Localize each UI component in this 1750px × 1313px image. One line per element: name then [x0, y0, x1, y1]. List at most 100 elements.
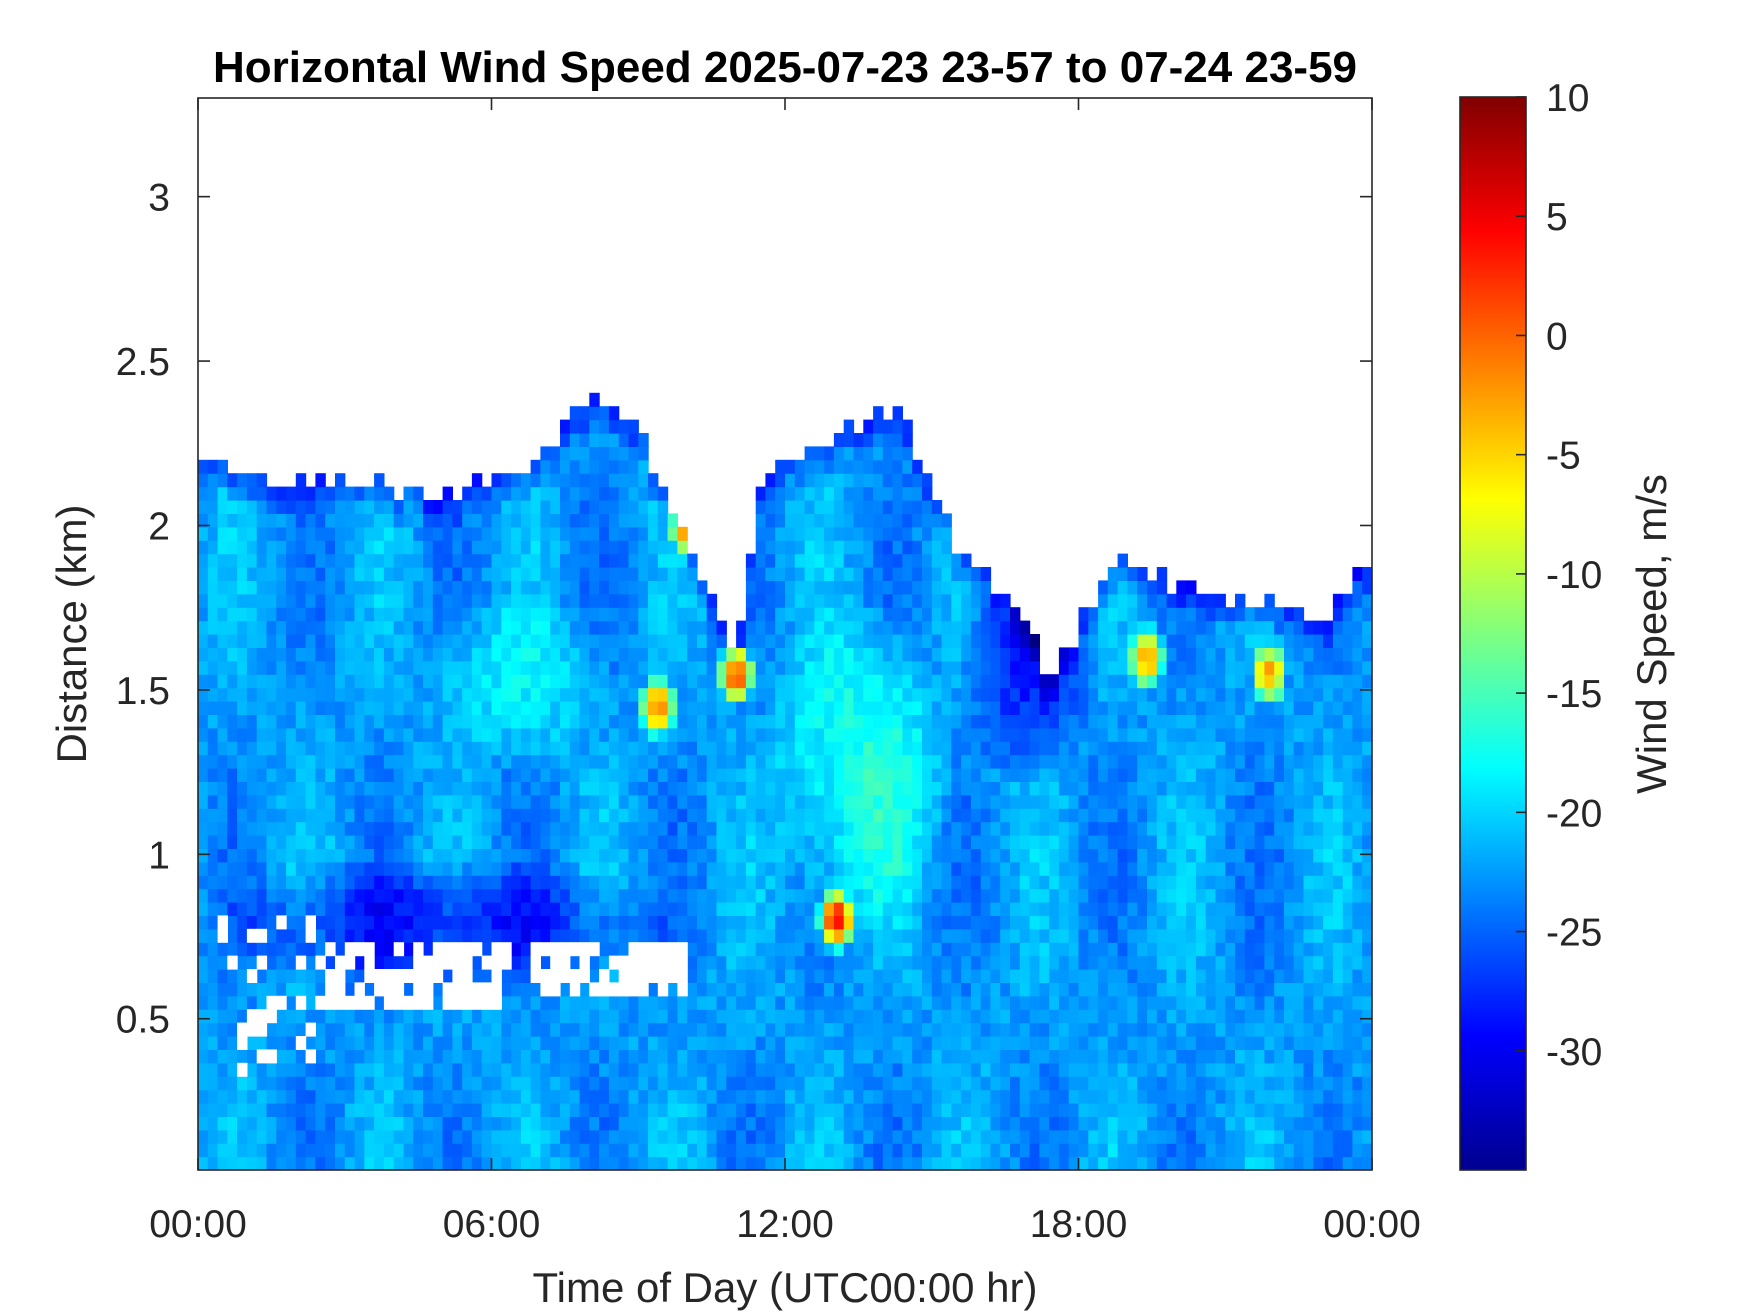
- heat-cell: [677, 861, 688, 876]
- heat-cell: [344, 1022, 356, 1037]
- heat-cell: [286, 1103, 297, 1117]
- heat-cell: [608, 714, 620, 729]
- heat-cell: [295, 888, 307, 903]
- heat-cell: [1195, 781, 1207, 796]
- heat-cell: [882, 1062, 894, 1077]
- heat-cell: [931, 821, 943, 836]
- heat-cell: [824, 567, 835, 581]
- heat-cell: [276, 1103, 287, 1117]
- heat-cell: [276, 835, 287, 849]
- heat-cell: [961, 607, 972, 622]
- heat-cell: [374, 526, 385, 541]
- heat-cell: [814, 634, 825, 648]
- heat-cell: [403, 634, 414, 648]
- heat-cell: [794, 969, 806, 983]
- heat-cell: [980, 982, 992, 997]
- heat-cell: [403, 1156, 414, 1170]
- heat-cell: [1049, 808, 1060, 823]
- heat-cell: [706, 928, 718, 943]
- heat-cell: [344, 1103, 356, 1117]
- heat-cell: [1166, 848, 1177, 863]
- heat-cell: [511, 942, 522, 957]
- heat-cell: [892, 969, 903, 983]
- heat-cell: [873, 794, 884, 809]
- heat-cell: [1176, 754, 1187, 769]
- heat-cell: [1205, 1116, 1217, 1131]
- heat-cell: [325, 915, 336, 930]
- heat-cell: [295, 754, 307, 769]
- heat-cell: [951, 687, 962, 702]
- heat-cell: [471, 607, 483, 622]
- heat-cell: [1147, 727, 1158, 742]
- heat-cell: [941, 1009, 952, 1024]
- heat-cell: [902, 741, 913, 756]
- heat-cell: [383, 955, 395, 970]
- heat-cell: [237, 995, 248, 1010]
- heat-cell: [833, 969, 845, 983]
- heat-cell: [1176, 915, 1187, 930]
- heat-cell: [902, 473, 913, 488]
- heat-cell: [520, 634, 532, 648]
- heat-cell: [618, 1103, 630, 1117]
- heat-cell: [1010, 768, 1021, 782]
- heat-cell: [1186, 915, 1197, 930]
- heat-cell: [1107, 1036, 1119, 1050]
- heat-cell: [442, 1143, 453, 1158]
- heat-cell: [393, 861, 405, 876]
- heat-cell: [452, 1103, 463, 1117]
- heat-cell: [765, 875, 776, 890]
- heat-cell: [882, 419, 894, 434]
- heat-cell: [687, 928, 698, 943]
- heat-cell: [256, 1129, 268, 1144]
- heat-cell: [648, 754, 659, 769]
- heat-cell: [931, 1103, 943, 1117]
- heat-cell: [648, 674, 659, 689]
- heat-cell: [520, 861, 532, 876]
- heat-cell: [589, 902, 600, 916]
- heat-cell: [912, 580, 923, 595]
- heat-cell: [716, 995, 727, 1010]
- heat-cell: [540, 861, 551, 876]
- heat-cell: [970, 687, 982, 702]
- heat-cell: [824, 995, 835, 1010]
- heat-cell: [687, 634, 698, 648]
- heat-cell: [266, 1116, 277, 1131]
- heat-cell: [227, 714, 238, 729]
- heat-cell: [266, 567, 277, 581]
- heat-cell: [295, 1156, 307, 1170]
- heat-cell: [198, 1009, 209, 1024]
- heat-cell: [961, 567, 972, 581]
- heat-cell: [608, 1062, 620, 1077]
- heat-cell: [432, 848, 444, 863]
- heat-cell: [207, 768, 219, 782]
- heat-cell: [961, 1062, 972, 1077]
- heat-cell: [912, 888, 923, 903]
- heat-cell: [775, 620, 786, 635]
- heat-cell: [491, 1062, 502, 1077]
- heat-cell: [853, 1022, 864, 1037]
- heat-cell: [579, 1089, 590, 1104]
- heat-cell: [471, 1062, 483, 1077]
- heat-cell: [354, 647, 365, 662]
- heat-cell: [501, 553, 512, 568]
- heat-cell: [1039, 955, 1050, 970]
- heat-cell: [1098, 727, 1109, 742]
- heat-cell: [716, 982, 727, 997]
- heat-cell: [305, 1089, 316, 1104]
- heat-cell: [1166, 928, 1177, 943]
- heat-cell: [325, 794, 336, 809]
- heat-cell: [618, 875, 630, 890]
- heat-cell: [1117, 902, 1128, 916]
- heat-cell: [325, 567, 336, 581]
- heat-cell: [599, 540, 610, 555]
- heat-cell: [1195, 1036, 1207, 1050]
- heat-cell: [540, 928, 551, 943]
- heat-cell: [246, 1103, 258, 1117]
- heat-cell: [403, 955, 414, 970]
- heat-cell: [305, 567, 316, 581]
- heat-cell: [618, 419, 630, 434]
- heat-cell: [1029, 1116, 1040, 1131]
- heat-cell: [677, 674, 688, 689]
- heat-cell: [1137, 1156, 1148, 1170]
- heat-cell: [540, 687, 551, 702]
